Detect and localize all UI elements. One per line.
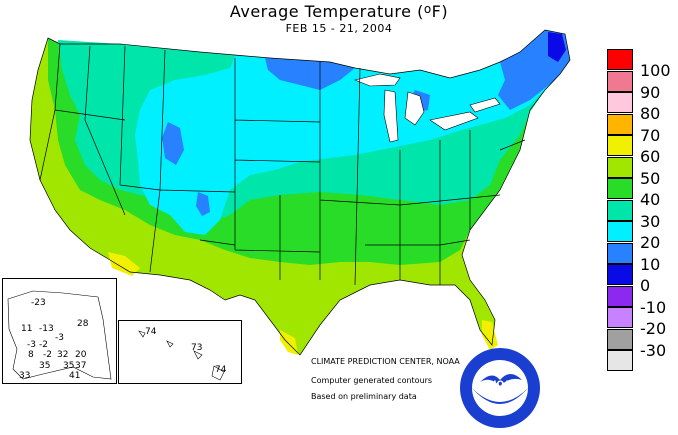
alaska-value-4: 28 (77, 319, 89, 329)
legend-swatch--10 (607, 285, 633, 307)
legend-swatch-50 (607, 156, 633, 178)
noaa-seal (460, 348, 540, 428)
degree-symbol: o (423, 2, 432, 16)
zone-10-colorado (196, 192, 210, 216)
alaska-value-5: -3 (55, 333, 64, 343)
legend-label-10: 10 (640, 254, 661, 274)
legend-swatch-0 (607, 264, 633, 285)
legend-swatch-90 (607, 70, 633, 92)
legend-label-100: 100 (640, 61, 671, 80)
legend-label-50: 50 (640, 168, 661, 188)
hawaii-value-1: 74 (145, 327, 157, 337)
state-borders (29, 29, 571, 356)
credit-line3: Based on preliminary data (311, 392, 417, 401)
legend-label-0: 0 (640, 276, 651, 295)
temperature-map (29, 29, 571, 356)
legend-swatch--20 (607, 307, 633, 328)
contour-fills (30, 30, 570, 355)
alaska-value-1: -23 (31, 298, 46, 308)
legend-swatch-30 (607, 199, 633, 221)
hawaii-value-2: 73 (191, 343, 203, 353)
legend-label-20: 20 (640, 233, 661, 252)
alaska-value-6: -3 (27, 340, 36, 350)
great-lakes (354, 73, 501, 143)
alaska-value-3: -13 (39, 324, 54, 334)
zone-10-wyoming (162, 122, 184, 165)
alaska-value-16: 33 (19, 371, 31, 381)
map-subtitle: FEB 15 - 21, 2004 (285, 22, 393, 35)
legend-label--10: -10 (640, 297, 667, 317)
zone-20 (135, 30, 570, 235)
hawaii-map (138, 330, 225, 381)
alaska-value-10: 32 (57, 350, 69, 360)
legend-swatch-extra (607, 350, 633, 371)
alaska-map (7, 290, 112, 380)
hawaii-inset: 74 73 74 (118, 320, 242, 384)
legend-swatch-80 (607, 92, 633, 113)
credit-center: CLIMATE PREDICTION CENTER, NOAA (311, 357, 460, 366)
alaska-value-15: 41 (69, 371, 81, 381)
border-lines (39, 43, 526, 286)
alaska-outline (7, 290, 112, 380)
legend-swatch-60 (607, 135, 633, 156)
zone-60-fl (482, 320, 498, 350)
legend-label-90: 90 (640, 82, 661, 102)
alaska-value-14: 37 (75, 361, 87, 371)
legend-label--20: -20 (640, 319, 667, 338)
legend-swatch-40 (607, 178, 633, 199)
alaska-value-2: 11 (21, 324, 33, 334)
legend-label-30: 30 (640, 211, 661, 231)
legend-label-80: 80 (640, 104, 661, 123)
title-unit: F) (431, 2, 449, 21)
alaska-inset: -23 11 -13 28 -3 -3 -2 8 -2 32 20 35 35 … (2, 278, 117, 384)
legend-swatch--30 (607, 328, 633, 350)
zone-10 (265, 58, 355, 90)
legend-swatch-20 (607, 221, 633, 242)
legend-swatch-70 (607, 113, 633, 135)
zone-0 (548, 32, 566, 62)
legend-swatch-100 (607, 49, 633, 70)
hawaii-value-3: 74 (215, 365, 227, 375)
alaska-value-11: 20 (75, 350, 87, 360)
legend-label-40: 40 (640, 190, 661, 209)
alaska-value-12: 35 (39, 361, 51, 371)
credit-line2: Computer generated contours (311, 376, 433, 385)
alaska-value-9: -2 (43, 350, 52, 360)
legend-label--30: -30 (640, 340, 667, 360)
zone-60-sw (108, 252, 140, 276)
legend-swatch-10 (607, 242, 633, 264)
alaska-value-7: -2 (39, 340, 48, 350)
noaa-logo-text: NOAA (489, 380, 518, 390)
map-title: Average Temperature (oF) (0, 2, 678, 21)
us-outline (29, 29, 571, 356)
hawaii-islands (138, 330, 225, 381)
legend-label-70: 70 (640, 125, 661, 145)
alaska-value-13: 35 (63, 361, 75, 371)
legend-label-60: 60 (640, 147, 661, 166)
alaska-value-8: 8 (28, 350, 34, 360)
noaa-logo: NOAA (458, 346, 542, 430)
title-text: Average Temperature ( (229, 2, 424, 21)
